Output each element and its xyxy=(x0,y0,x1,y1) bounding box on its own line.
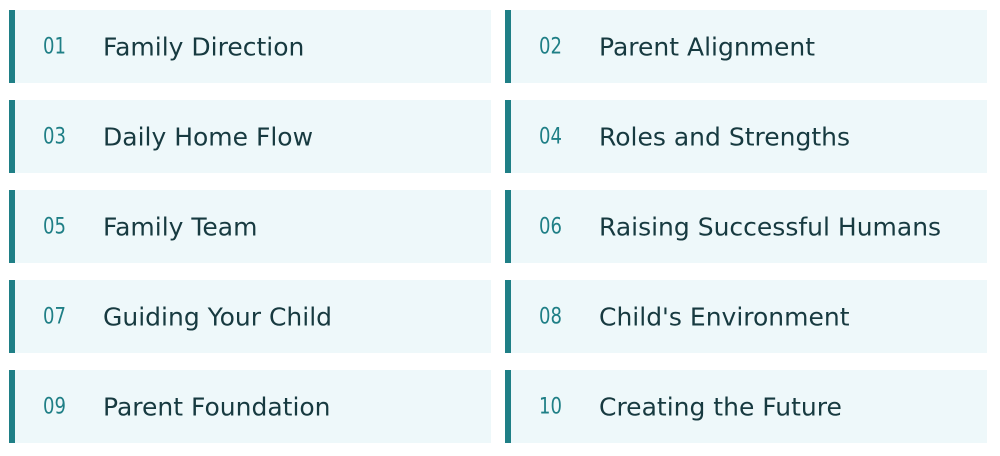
module-card-10[interactable]: 10 Creating the Future xyxy=(505,370,987,443)
module-card-01[interactable]: 01 Family Direction xyxy=(9,10,491,83)
module-title: Guiding Your Child xyxy=(103,302,333,331)
module-card-03[interactable]: 03 Daily Home Flow xyxy=(9,100,491,173)
module-card-07[interactable]: 07 Guiding Your Child xyxy=(9,280,491,353)
module-card-04[interactable]: 04 Roles and Strengths xyxy=(505,100,987,173)
module-number: 06 xyxy=(539,214,562,239)
module-number: 10 xyxy=(539,394,562,419)
module-title: Daily Home Flow xyxy=(103,122,314,151)
module-number: 05 xyxy=(43,214,66,239)
module-number: 04 xyxy=(539,124,562,149)
module-title: Parent Alignment xyxy=(599,32,816,61)
module-title: Parent Foundation xyxy=(103,392,331,421)
module-title: Family Direction xyxy=(103,32,305,61)
module-number: 01 xyxy=(43,34,66,59)
module-number: 09 xyxy=(43,394,66,419)
module-grid: 01 Family Direction 02 Parent Alignment … xyxy=(9,10,987,443)
module-number: 02 xyxy=(539,34,562,59)
module-card-06[interactable]: 06 Raising Successful Humans xyxy=(505,190,987,263)
module-card-08[interactable]: 08 Child's Environment xyxy=(505,280,987,353)
module-title: Child's Environment xyxy=(599,302,850,331)
module-number: 07 xyxy=(43,304,66,329)
module-title: Family Team xyxy=(103,212,258,241)
module-title: Roles and Strengths xyxy=(599,122,850,151)
module-title: Creating the Future xyxy=(599,392,842,421)
module-number: 03 xyxy=(43,124,66,149)
module-number: 08 xyxy=(539,304,562,329)
module-card-02[interactable]: 02 Parent Alignment xyxy=(505,10,987,83)
module-card-05[interactable]: 05 Family Team xyxy=(9,190,491,263)
module-title: Raising Successful Humans xyxy=(599,212,942,241)
module-card-09[interactable]: 09 Parent Foundation xyxy=(9,370,491,443)
